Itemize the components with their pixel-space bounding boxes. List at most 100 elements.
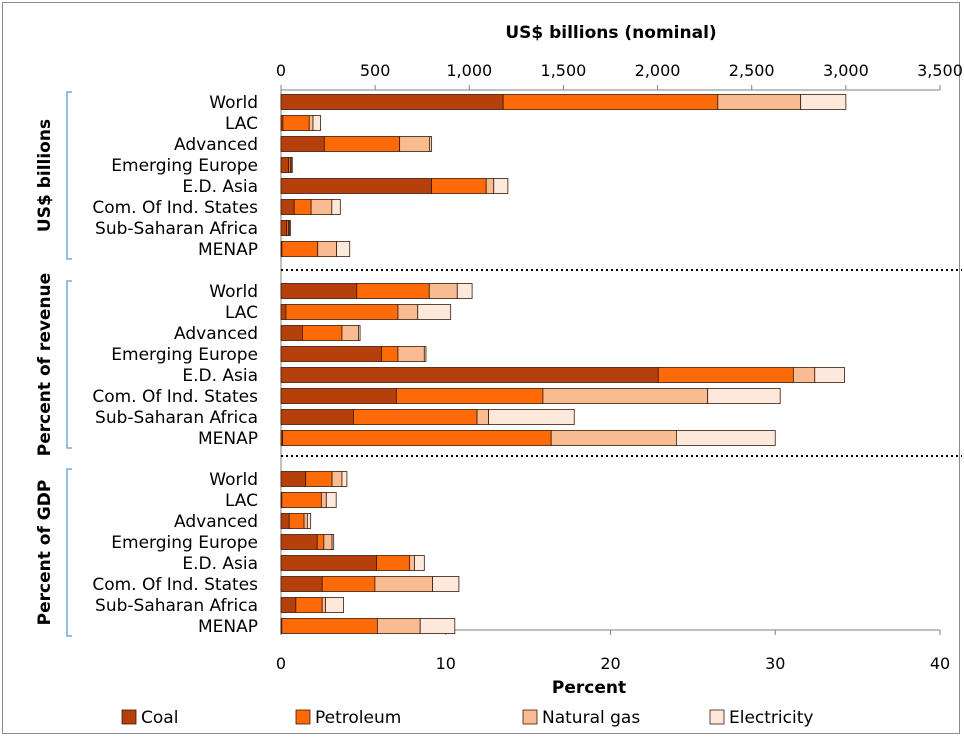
bar-segment-natural-gas [550, 430, 677, 446]
group-bracket [66, 280, 72, 449]
bar-segment-natural-gas [476, 409, 489, 425]
bar-segment-coal [280, 513, 290, 529]
bar-segment-natural-gas [374, 576, 433, 592]
category-label-advanced: Advanced [174, 135, 258, 155]
bar-segment-coal [280, 304, 287, 320]
bar-segment-natural-gas [323, 534, 333, 550]
bar-segment-petroleum [281, 492, 322, 508]
bar-segment-natural-gas [428, 283, 458, 299]
bar-segment-electricity [800, 94, 847, 110]
bar-segment-electricity [358, 325, 361, 341]
bar-segment-natural-gas [303, 513, 308, 529]
bar-segment-electricity [432, 576, 460, 592]
bottom-axis-tick-label: 10 [436, 654, 456, 673]
top-axis-title: US$ billions (nominal) [505, 23, 716, 43]
bar-segment-petroleum [431, 178, 487, 194]
category-label-world: World [209, 93, 258, 113]
bar-segment-electricity [493, 178, 509, 194]
category-label-e-d-asia: E.D. Asia [182, 177, 258, 197]
category-label-emerging-europe: Emerging Europe [111, 345, 258, 365]
bar-segment-petroleum [285, 304, 399, 320]
bar-segment-petroleum [288, 513, 305, 529]
bar-segment-electricity [325, 597, 345, 613]
bar-segment-coal [280, 367, 659, 383]
bar-segment-natural-gas [321, 597, 326, 613]
top-axis-tick-label: 2,500 [729, 61, 775, 80]
bar-segment-coal [280, 220, 288, 236]
group-label-us-billions: US$ billions [35, 119, 55, 232]
top-axis-tick-label: 3,000 [823, 61, 869, 80]
bar-segment-electricity [429, 136, 433, 152]
legend-swatch-natural-gas [522, 709, 538, 725]
category-label-world: World [209, 282, 258, 302]
bar-segment-petroleum [305, 471, 333, 487]
legend-swatch-electricity [709, 709, 725, 725]
bar-segment-petroleum [502, 94, 719, 110]
bar-segment-natural-gas [399, 136, 431, 152]
bar-segment-electricity [423, 346, 427, 362]
bar-segment-natural-gas [397, 304, 419, 320]
bar-segment-coal [280, 136, 325, 152]
category-label-lac: LAC [225, 114, 258, 134]
category-label-e-d-asia: E.D. Asia [182, 366, 258, 386]
bar-segment-petroleum [316, 534, 325, 550]
bar-segment-coal [280, 576, 323, 592]
bar-segment-natural-gas [341, 325, 359, 341]
bar-segment-coal [280, 178, 433, 194]
bar-segment-electricity [417, 304, 452, 320]
bar-segment-coal [280, 555, 377, 571]
bar-segment-electricity [312, 115, 321, 131]
bar-segment-petroleum [381, 346, 399, 362]
category-label-sub-saharan-africa: Sub-Saharan Africa [95, 596, 258, 616]
category-label-com-of-ind-states: Com. Of Ind. States [92, 575, 258, 595]
bar-segment-petroleum [282, 115, 310, 131]
category-label-emerging-europe: Emerging Europe [111, 156, 258, 176]
bar-segment-coal [280, 283, 358, 299]
category-label-lac: LAC [225, 303, 258, 323]
bar-segment-electricity [414, 555, 425, 571]
bar-segment-petroleum [302, 325, 343, 341]
bar-segment-coal [280, 471, 307, 487]
bar-segment-coal [280, 346, 382, 362]
bar-segment-electricity [456, 283, 473, 299]
bar-segment-coal [280, 157, 289, 173]
bar-segment-electricity [331, 534, 335, 550]
bar-segment-natural-gas [308, 115, 314, 131]
bar-segment-petroleum [323, 136, 401, 152]
category-label-e-d-asia: E.D. Asia [182, 554, 258, 574]
legend-label-petroleum: Petroleum [315, 708, 401, 728]
bar-segment-natural-gas [317, 241, 337, 257]
bar-segment-natural-gas [320, 492, 327, 508]
bar-segment-natural-gas [397, 346, 425, 362]
bar-segment-natural-gas [792, 367, 816, 383]
bar-segment-electricity [814, 367, 845, 383]
bar-segment-coal [280, 199, 295, 215]
group-bracket [66, 91, 72, 260]
category-label-sub-saharan-africa: Sub-Saharan Africa [95, 219, 258, 239]
bar-segment-coal [280, 534, 318, 550]
bar-segment-coal [280, 94, 504, 110]
bar-segment-petroleum [295, 597, 323, 613]
category-label-world: World [209, 470, 258, 490]
top-axis-tick-label: 1,500 [541, 61, 587, 80]
bar-segment-natural-gas [331, 471, 343, 487]
top-axis-tick-label: 1,000 [446, 61, 492, 80]
bar-segment-coal [280, 409, 354, 425]
legend-swatch-petroleum [295, 709, 311, 725]
group-bracket [66, 468, 72, 637]
top-axis-tick-label: 3,500 [917, 61, 963, 80]
category-label-menap: MENAP [198, 240, 258, 260]
bar-segment-electricity [306, 513, 312, 529]
bar-segment-electricity [336, 241, 351, 257]
category-label-sub-saharan-africa: Sub-Saharan Africa [95, 408, 258, 428]
bar-segment-electricity [488, 409, 575, 425]
category-label-emerging-europe: Emerging Europe [111, 533, 258, 553]
bottom-axis-title: Percent [552, 678, 626, 698]
group-label-percent-of-revenue: Percent of revenue [35, 273, 55, 456]
legend-label-electricity: Electricity [729, 708, 813, 728]
bar-segment-natural-gas [409, 555, 415, 571]
bottom-axis-tick-label: 30 [765, 654, 785, 673]
bar-segment-petroleum [657, 367, 794, 383]
bottom-axis-tick-label: 20 [600, 654, 620, 673]
bottom-axis-tick-label: 40 [930, 654, 950, 673]
